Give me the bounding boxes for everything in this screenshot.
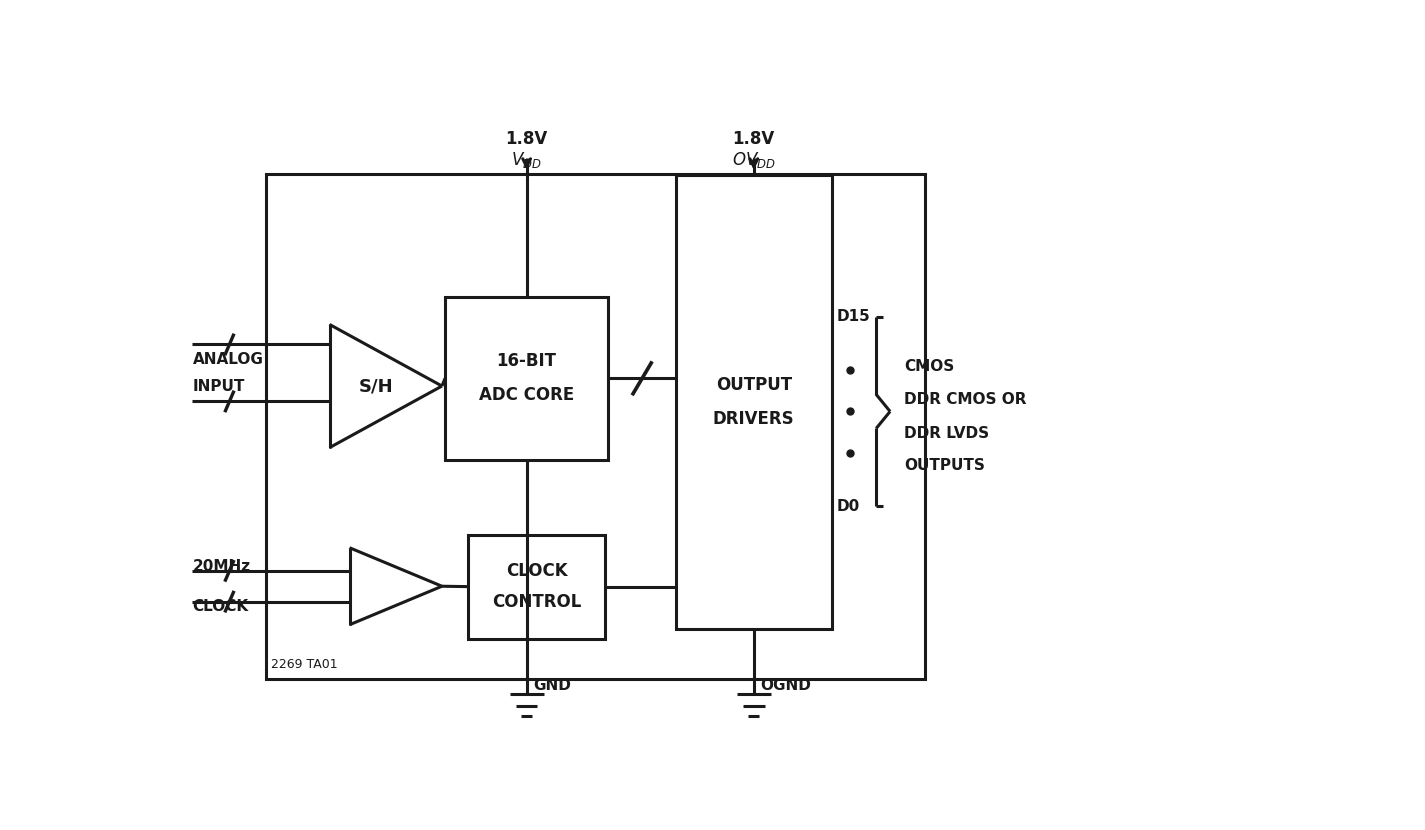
Text: DRIVERS: DRIVERS [712,410,795,428]
Text: OUTPUT: OUTPUT [715,376,792,394]
Bar [266,174,925,679]
Text: D15: D15 [836,310,869,325]
Text: OUTPUTS: OUTPUTS [903,458,985,473]
Bar [469,535,606,638]
Text: OGND: OGND [760,677,811,692]
Text: 1.8V: 1.8V [732,130,775,148]
Text: GND: GND [533,677,570,692]
Bar [445,296,608,460]
Text: CMOS: CMOS [903,359,955,374]
Text: CLOCK: CLOCK [192,598,248,613]
Text: 16-BIT: 16-BIT [497,353,557,370]
Text: DDR CMOS OR: DDR CMOS OR [903,393,1026,408]
Text: INPUT: INPUT [192,379,245,394]
Text: 1.8V: 1.8V [506,130,547,148]
Text: CLOCK: CLOCK [506,562,567,580]
Text: $OV_{DD}$: $OV_{DD}$ [732,150,775,170]
Text: ANALOG: ANALOG [192,352,264,367]
Text: ADC CORE: ADC CORE [479,386,574,404]
Text: D0: D0 [836,499,859,514]
Bar [675,175,832,629]
Text: 20MHz: 20MHz [192,559,251,574]
Text: DDR LVDS: DDR LVDS [903,426,989,441]
Text: 2269 TA01: 2269 TA01 [271,658,338,671]
Text: CONTROL: CONTROL [492,593,581,611]
Text: S/H: S/H [359,377,393,395]
Text: $V_{DD}$: $V_{DD}$ [512,150,542,170]
